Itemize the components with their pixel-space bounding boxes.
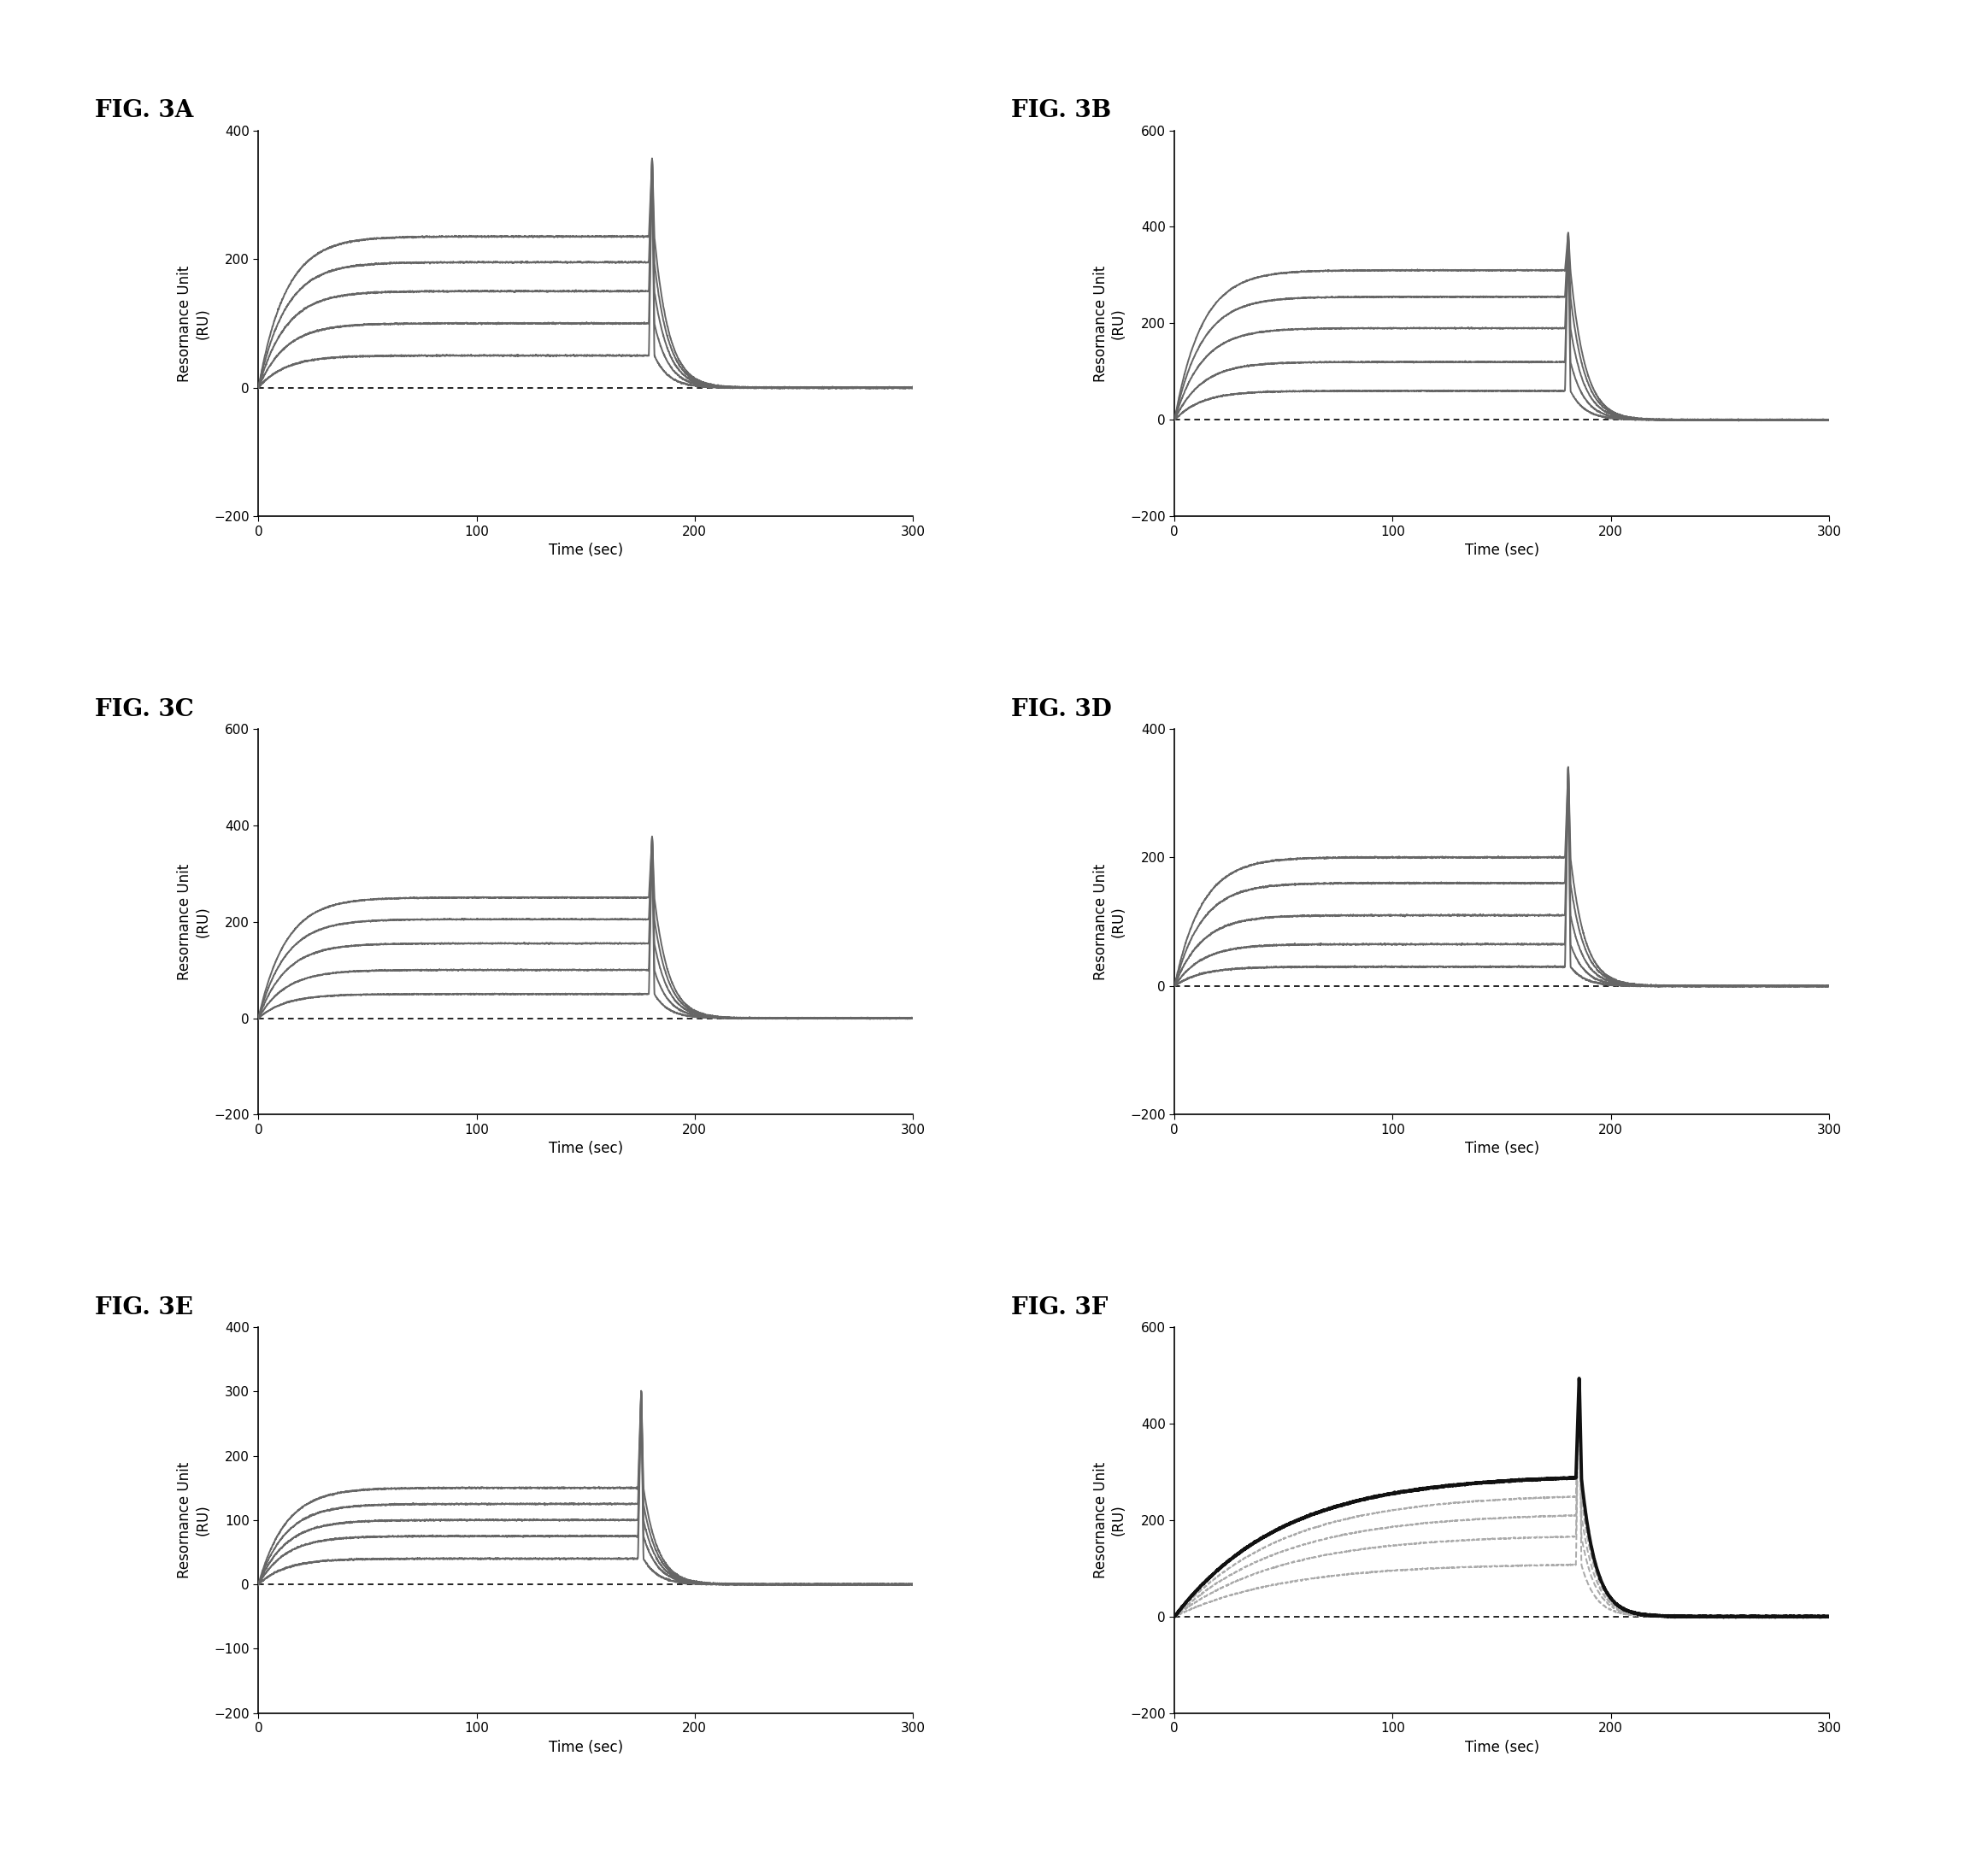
X-axis label: Time (sec): Time (sec) <box>1465 1739 1539 1754</box>
Y-axis label: Resornance Unit
(RU): Resornance Unit (RU) <box>177 1462 211 1579</box>
X-axis label: Time (sec): Time (sec) <box>1465 544 1539 559</box>
Text: FIG. 3A: FIG. 3A <box>95 99 193 123</box>
Text: FIG. 3D: FIG. 3D <box>1012 698 1111 721</box>
X-axis label: Time (sec): Time (sec) <box>1465 1141 1539 1156</box>
Y-axis label: Resornance Unit
(RU): Resornance Unit (RU) <box>1093 264 1127 382</box>
Text: FIG. 3F: FIG. 3F <box>1012 1296 1107 1318</box>
Text: FIG. 3E: FIG. 3E <box>95 1296 193 1318</box>
Y-axis label: Resornance Unit
(RU): Resornance Unit (RU) <box>1093 1462 1127 1579</box>
Y-axis label: Resornance Unit
(RU): Resornance Unit (RU) <box>177 264 211 382</box>
Y-axis label: Resornance Unit
(RU): Resornance Unit (RU) <box>177 864 211 979</box>
Text: FIG. 3C: FIG. 3C <box>95 698 193 721</box>
Text: FIG. 3B: FIG. 3B <box>1012 99 1111 123</box>
X-axis label: Time (sec): Time (sec) <box>549 1141 622 1156</box>
X-axis label: Time (sec): Time (sec) <box>549 544 622 559</box>
X-axis label: Time (sec): Time (sec) <box>549 1739 622 1754</box>
Y-axis label: Resornance Unit
(RU): Resornance Unit (RU) <box>1093 864 1127 979</box>
